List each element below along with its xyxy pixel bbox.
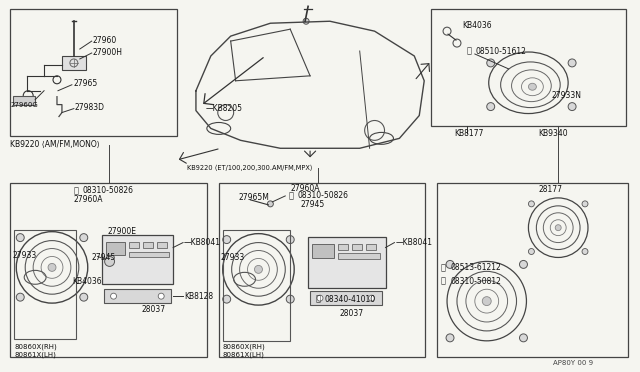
Bar [431, 9, 626, 126]
Text: 27965: 27965 [74, 79, 98, 88]
Circle shape [520, 260, 527, 268]
Circle shape [80, 234, 88, 241]
Circle shape [16, 293, 24, 301]
Text: 08340-41010: 08340-41010 [325, 295, 376, 304]
Text: 27900E: 27900E [108, 227, 136, 236]
Text: 27945: 27945 [300, 201, 324, 209]
Text: Ⓢ: Ⓢ [467, 46, 472, 55]
Text: 27960G: 27960G [10, 102, 38, 108]
Circle shape [369, 295, 374, 301]
Text: —KB8205: —KB8205 [206, 104, 243, 113]
Text: 08510-51612: 08510-51612 [476, 46, 527, 55]
Bar [62, 56, 86, 70]
Text: 28177: 28177 [538, 186, 563, 195]
Ellipse shape [483, 296, 492, 306]
Bar [437, 183, 628, 357]
Text: KB4036: KB4036 [72, 277, 102, 286]
Text: Ⓢ: Ⓢ [288, 192, 293, 201]
Bar [338, 244, 348, 250]
Text: 27900H: 27900H [93, 48, 123, 57]
Text: Ⓢ: Ⓢ [316, 295, 321, 304]
Circle shape [568, 59, 576, 67]
Ellipse shape [556, 225, 561, 231]
Text: 80860X(RH): 80860X(RH) [14, 343, 57, 350]
Circle shape [104, 256, 115, 266]
Bar [310, 291, 381, 305]
Bar [106, 241, 125, 256]
Circle shape [568, 103, 576, 110]
Text: 27933: 27933 [12, 251, 36, 260]
Bar [219, 183, 425, 357]
Ellipse shape [48, 263, 56, 271]
Circle shape [80, 293, 88, 301]
Circle shape [223, 235, 230, 244]
Text: KB4036: KB4036 [462, 21, 492, 30]
Bar [365, 244, 376, 250]
Text: 80861X(LH): 80861X(LH) [14, 352, 56, 358]
Bar [129, 251, 169, 257]
Bar [352, 244, 362, 250]
Circle shape [158, 293, 164, 299]
Circle shape [487, 59, 495, 67]
Circle shape [223, 295, 230, 303]
Circle shape [520, 334, 527, 342]
Circle shape [529, 201, 534, 207]
Bar [10, 183, 207, 357]
Bar [102, 235, 173, 284]
Text: 27983D: 27983D [75, 103, 105, 112]
Circle shape [529, 248, 534, 254]
Circle shape [317, 295, 323, 301]
Text: —KB8041: —KB8041 [396, 238, 433, 247]
Text: 27960A: 27960A [290, 185, 320, 193]
Circle shape [446, 260, 454, 268]
Circle shape [286, 235, 294, 244]
Circle shape [268, 201, 273, 207]
Text: KB8177: KB8177 [454, 129, 483, 138]
Circle shape [446, 334, 454, 342]
Circle shape [111, 293, 116, 299]
Text: AP80Y 00 9: AP80Y 00 9 [553, 360, 593, 366]
Circle shape [582, 248, 588, 254]
Text: Ⓢ: Ⓢ [74, 186, 79, 195]
Bar [104, 289, 171, 303]
Circle shape [487, 103, 495, 110]
Text: 08310-50826: 08310-50826 [297, 192, 348, 201]
Text: 08310-50812: 08310-50812 [450, 277, 501, 286]
Text: KB9220 ⟨AM/FM,MONO⟩: KB9220 ⟨AM/FM,MONO⟩ [10, 140, 100, 149]
Text: 27945: 27945 [92, 253, 116, 262]
Text: 27933: 27933 [221, 253, 245, 262]
Text: 27960: 27960 [93, 36, 117, 45]
Text: KB8128: KB8128 [184, 292, 213, 301]
Text: Ⓢ: Ⓢ [441, 277, 446, 286]
Ellipse shape [255, 265, 262, 273]
Bar [338, 253, 380, 259]
Text: 80861X(LH): 80861X(LH) [223, 352, 264, 358]
Bar [10, 9, 177, 137]
Text: 27933N: 27933N [551, 91, 581, 100]
Text: 28037: 28037 [340, 308, 364, 318]
Text: 27960A: 27960A [74, 195, 103, 204]
Bar [129, 241, 140, 247]
Text: KB9340: KB9340 [538, 129, 568, 138]
Bar [157, 241, 167, 247]
Text: 28037: 28037 [141, 305, 166, 314]
Circle shape [582, 201, 588, 207]
Bar [312, 244, 334, 259]
Circle shape [286, 295, 294, 303]
Text: 08513-61212: 08513-61212 [450, 263, 500, 272]
Text: Ⓢ: Ⓢ [441, 263, 446, 272]
Text: KB9220 ⟨ET/100,200,300.AM/FM,MPX⟩: KB9220 ⟨ET/100,200,300.AM/FM,MPX⟩ [187, 165, 312, 171]
Text: 08310-50826: 08310-50826 [83, 186, 134, 195]
Bar [143, 241, 153, 247]
Ellipse shape [529, 83, 536, 90]
Text: —KB8041: —KB8041 [184, 238, 221, 247]
Bar [14, 230, 76, 339]
Circle shape [303, 18, 309, 24]
Bar [223, 230, 290, 341]
Text: 80860X(RH): 80860X(RH) [223, 343, 266, 350]
Bar [308, 237, 385, 288]
Circle shape [16, 234, 24, 241]
Bar [13, 96, 35, 105]
Text: 27965M: 27965M [239, 193, 269, 202]
